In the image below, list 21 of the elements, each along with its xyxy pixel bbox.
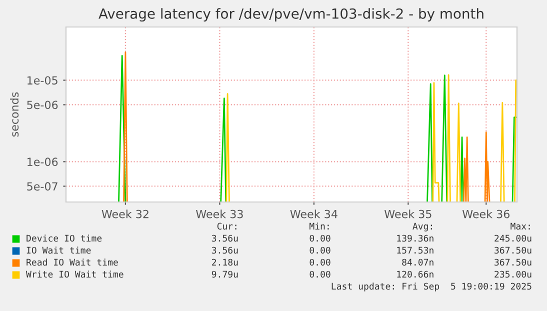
text: 3.56u 0.00 157.53n 367.50u (212, 246, 532, 254)
text: 3.56u 0.00 139.36n 245.00u (212, 234, 532, 242)
y-tick-label: 1e-06 (28, 158, 58, 166)
y-tick-label: 5e-07 (27, 182, 58, 191)
legend-label: Write IO Wait time (26, 270, 124, 278)
legend-label: IO Wait time (26, 246, 91, 254)
text: Cur: Min: Avg: Max: (217, 222, 530, 232)
x-tick-label: Week 33 (196, 210, 243, 218)
y-tick-label: 5e-06 (27, 100, 58, 110)
text: 9.79u 0.00 120.66n 235.00u (212, 270, 532, 278)
x-tick-label: Week 36 (462, 210, 510, 218)
y-tick-label: 1e-05 (28, 76, 58, 85)
legend-label: Read IO Wait time (26, 258, 118, 266)
y-axis-title: seconds (10, 92, 19, 137)
text: Last update: Fri Sep 5 19:00:19 2025 (332, 282, 532, 292)
legend-label: Device IO time (26, 234, 102, 242)
x-tick-label: Week 34 (290, 210, 338, 218)
x-tick-label: Week 35 (384, 210, 432, 218)
x-tick-label: Week 32 (102, 210, 148, 218)
chart-title: Average latency for /dev/pve/vm-103-disk-2 - by month (98, 8, 484, 22)
text: 2.18u 0.00 84.07n 367.50u (212, 258, 532, 266)
